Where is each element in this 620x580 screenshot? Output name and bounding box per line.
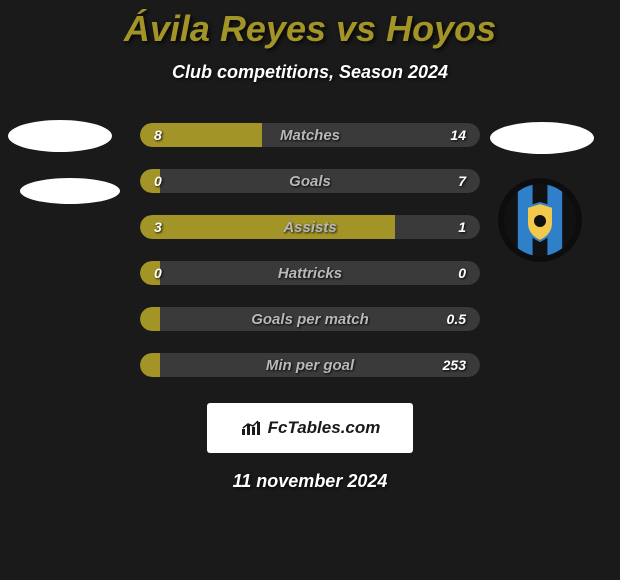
blob-left-top <box>8 120 112 152</box>
footer-date: 11 november 2024 <box>0 471 620 492</box>
badge-svg <box>503 183 577 257</box>
stat-bar: 0Hattricks0 <box>140 261 480 285</box>
stat-bar: Goals per match0.5 <box>140 307 480 331</box>
bar-left-fill <box>140 353 160 377</box>
blob-left-bottom <box>20 178 120 204</box>
title-player1: Ávila Reyes <box>124 8 326 49</box>
page-title: Ávila Reyes vs Hoyos <box>0 8 620 50</box>
bar-right-fill <box>160 261 480 285</box>
stat-bar: 0Goals7 <box>140 169 480 193</box>
comparison-bars: 8Matches14 0Goals7 3Assists1 0Hattricks0 Goa… <box>140 123 480 377</box>
bar-right-fill <box>160 169 480 193</box>
brand-text: FcTables.com <box>268 418 381 438</box>
bar-right-fill <box>262 123 480 147</box>
title-vs: vs <box>326 8 386 49</box>
bar-right-fill <box>395 215 480 239</box>
bar-right-fill <box>160 353 480 377</box>
stat-bar: 8Matches14 <box>140 123 480 147</box>
bar-right-fill <box>160 307 480 331</box>
stat-bar: 3Assists1 <box>140 215 480 239</box>
blob-right-top <box>490 122 594 154</box>
chart-icon <box>240 419 262 437</box>
title-player2: Hoyos <box>386 8 496 49</box>
bar-left-fill <box>140 215 395 239</box>
brand-box: FcTables.com <box>207 403 413 453</box>
bar-left-fill <box>140 261 160 285</box>
bar-left-fill <box>140 307 160 331</box>
bar-left-fill <box>140 123 262 147</box>
bar-left-fill <box>140 169 160 193</box>
stat-bar: Min per goal253 <box>140 353 480 377</box>
club-badge <box>498 178 582 262</box>
subtitle: Club competitions, Season 2024 <box>0 62 620 83</box>
